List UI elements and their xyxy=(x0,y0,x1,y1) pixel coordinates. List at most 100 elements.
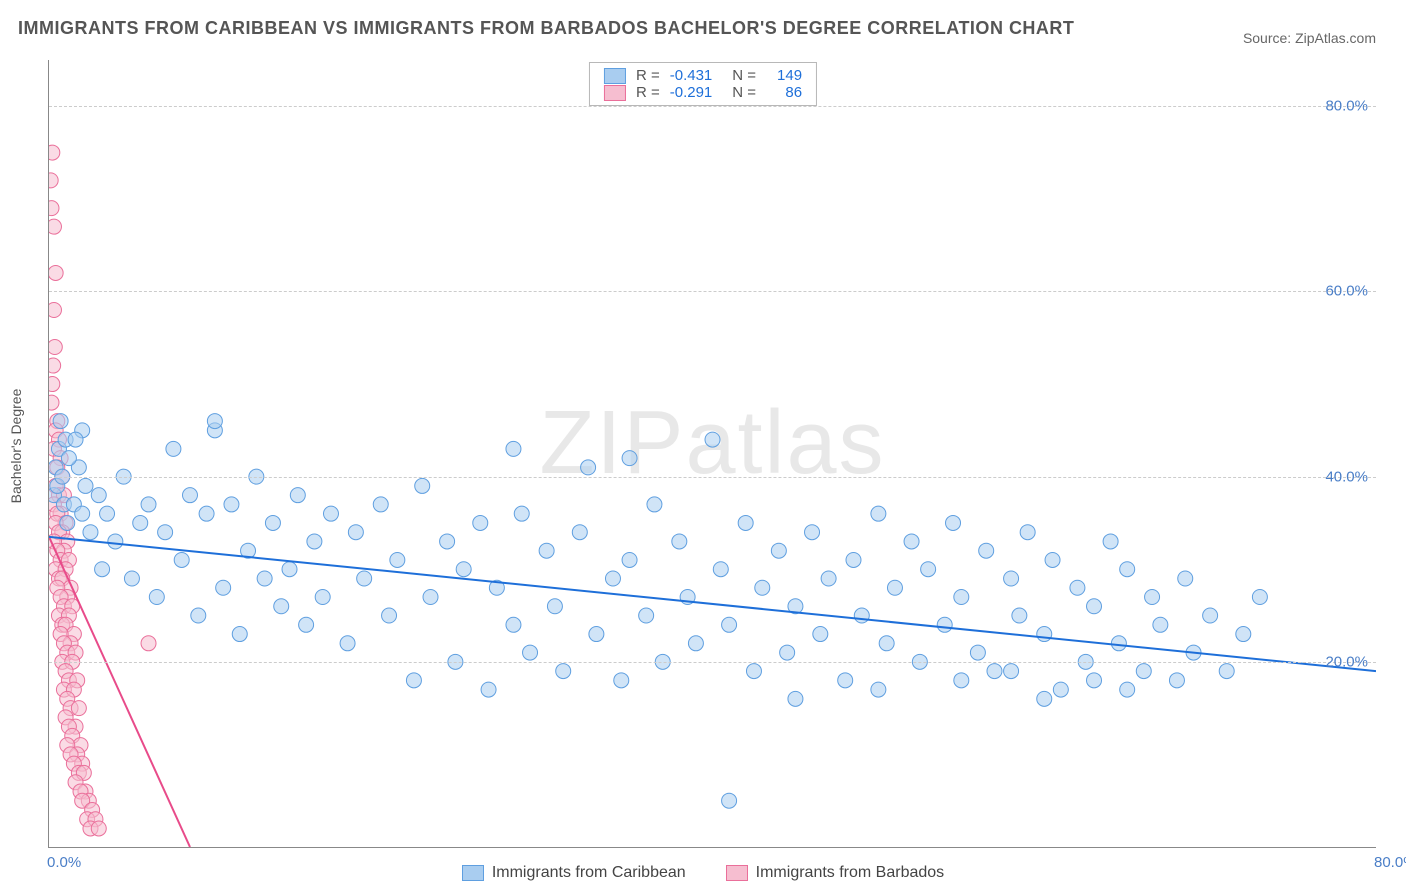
data-point xyxy=(340,636,355,651)
legend-item: Immigrants from Barbados xyxy=(726,864,945,882)
data-point xyxy=(1120,562,1135,577)
data-point xyxy=(1178,571,1193,586)
data-point xyxy=(357,571,372,586)
data-point xyxy=(954,673,969,688)
data-point xyxy=(954,590,969,605)
data-point xyxy=(415,478,430,493)
data-point xyxy=(1087,599,1102,614)
legend-swatch-icon xyxy=(726,865,748,881)
data-point xyxy=(1020,525,1035,540)
data-point xyxy=(60,515,75,530)
data-point xyxy=(722,793,737,808)
data-point xyxy=(348,525,363,540)
data-point xyxy=(713,562,728,577)
data-point xyxy=(307,534,322,549)
data-point xyxy=(539,543,554,558)
data-point xyxy=(614,673,629,688)
data-point xyxy=(174,552,189,567)
data-point xyxy=(854,608,869,623)
data-point xyxy=(904,534,919,549)
data-point xyxy=(199,506,214,521)
data-point xyxy=(191,608,206,623)
data-point xyxy=(232,627,247,642)
data-point xyxy=(100,506,115,521)
data-point xyxy=(71,701,86,716)
data-point xyxy=(771,543,786,558)
data-point xyxy=(323,506,338,521)
data-point xyxy=(547,599,562,614)
data-point xyxy=(68,432,83,447)
data-point xyxy=(91,488,106,503)
data-point xyxy=(456,562,471,577)
data-point xyxy=(871,682,886,697)
data-point xyxy=(1236,627,1251,642)
correlation-legend: R =-0.431N =149R =-0.291N =86 xyxy=(589,62,817,106)
data-point xyxy=(423,590,438,605)
data-point xyxy=(75,506,90,521)
data-point xyxy=(846,552,861,567)
data-point xyxy=(1037,627,1052,642)
data-point xyxy=(1012,608,1027,623)
data-point xyxy=(755,580,770,595)
legend-label: Immigrants from Caribbean xyxy=(492,864,686,882)
r-label: R = xyxy=(636,84,660,101)
n-value: 86 xyxy=(766,84,802,101)
data-point xyxy=(49,145,60,160)
data-point xyxy=(224,497,239,512)
data-point xyxy=(879,636,894,651)
data-point xyxy=(257,571,272,586)
r-label: R = xyxy=(636,67,660,84)
data-point xyxy=(672,534,687,549)
data-point xyxy=(373,497,388,512)
data-point xyxy=(813,627,828,642)
data-point xyxy=(780,645,795,660)
data-point xyxy=(49,395,59,410)
data-point xyxy=(49,377,60,392)
data-point xyxy=(1004,571,1019,586)
legend-label: Immigrants from Barbados xyxy=(756,864,945,882)
data-point xyxy=(572,525,587,540)
data-point xyxy=(514,506,529,521)
data-point xyxy=(481,682,496,697)
data-point xyxy=(440,534,455,549)
data-point xyxy=(805,525,820,540)
data-point xyxy=(382,608,397,623)
data-point xyxy=(1111,636,1126,651)
data-point xyxy=(1004,664,1019,679)
data-point xyxy=(705,432,720,447)
data-point xyxy=(821,571,836,586)
data-point xyxy=(921,562,936,577)
data-point xyxy=(946,515,961,530)
correlation-row: R =-0.291N =86 xyxy=(604,84,802,101)
data-point xyxy=(506,617,521,632)
data-point xyxy=(390,552,405,567)
data-point xyxy=(1070,580,1085,595)
data-point xyxy=(589,627,604,642)
data-point xyxy=(49,219,61,234)
data-point xyxy=(987,664,1002,679)
data-point xyxy=(274,599,289,614)
data-point xyxy=(290,488,305,503)
data-point xyxy=(523,645,538,660)
legend-swatch-icon xyxy=(604,85,626,101)
data-point xyxy=(1169,673,1184,688)
data-point xyxy=(49,265,63,280)
data-point xyxy=(1120,682,1135,697)
data-point xyxy=(49,201,59,216)
data-point xyxy=(1103,534,1118,549)
data-point xyxy=(970,645,985,660)
series-legend: Immigrants from Caribbean Immigrants from… xyxy=(0,864,1406,882)
r-value: -0.431 xyxy=(670,67,713,84)
data-point xyxy=(315,590,330,605)
data-point xyxy=(158,525,173,540)
data-point xyxy=(1053,682,1068,697)
data-point xyxy=(133,515,148,530)
data-point xyxy=(887,580,902,595)
data-point xyxy=(49,302,61,317)
data-point xyxy=(871,506,886,521)
data-point xyxy=(639,608,654,623)
data-point xyxy=(838,673,853,688)
data-point xyxy=(473,515,488,530)
data-point xyxy=(49,340,62,355)
data-point xyxy=(61,451,76,466)
